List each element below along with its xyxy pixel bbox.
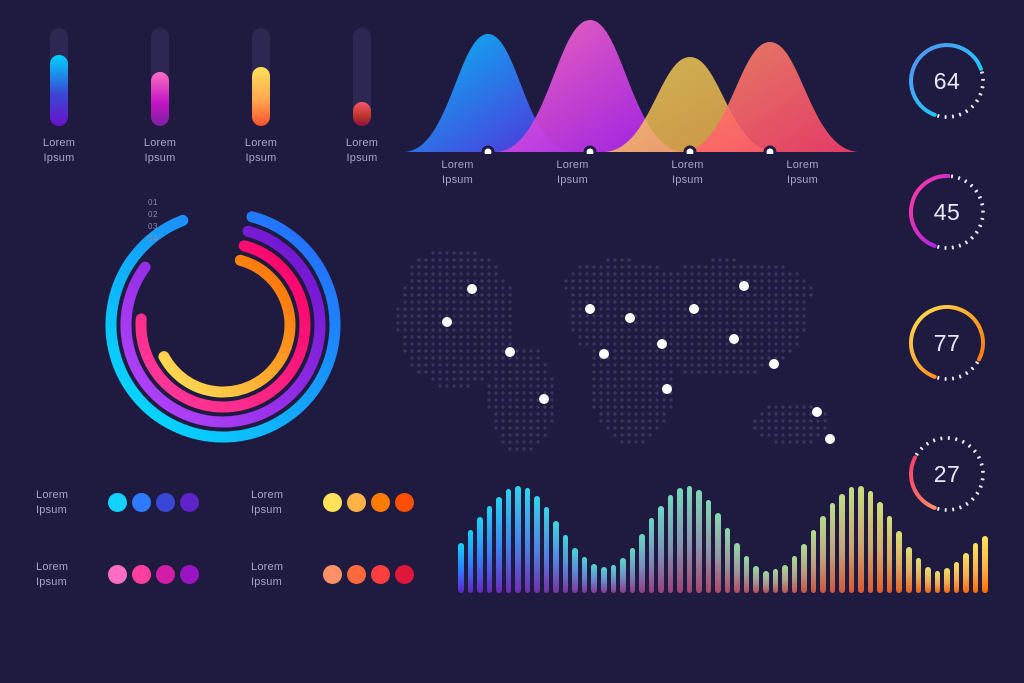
progress-track [353, 28, 371, 126]
legend-3: LoremIpsum [36, 560, 241, 590]
gauge-2: 45 [904, 169, 990, 255]
ring-idx-1: 01 [148, 198, 158, 207]
progress-label: LoremIpsum [346, 136, 378, 166]
progress-fill [50, 55, 68, 126]
vertical-progress-1: LoremIpsum [36, 28, 82, 166]
gauge-value: 45 [904, 169, 990, 255]
progress-label: LoremIpsum [144, 136, 176, 166]
vertical-progress-3: LoremIpsum [238, 28, 284, 166]
world-map [362, 224, 862, 474]
ring-idx-4: 04 [148, 234, 158, 243]
area-label-2: LoremIpsum [528, 158, 618, 188]
legend-label: LoremIpsum [36, 560, 88, 590]
area-chart-labels: LoremIpsum LoremIpsum LoremIpsum LoremIp… [400, 158, 860, 188]
legend-swatches [323, 565, 414, 584]
gauge-value: 77 [904, 300, 990, 386]
vertical-progress-4: LoremIpsum [339, 28, 385, 166]
legend-swatches [108, 493, 199, 512]
legend-4: LoremIpsum [251, 560, 456, 590]
legend-label: LoremIpsum [36, 488, 88, 518]
multi-ring-chart [98, 200, 348, 450]
area-label-4: LoremIpsum [758, 158, 848, 188]
legend-swatches [108, 565, 199, 584]
wave-bar-chart [458, 485, 988, 593]
progress-label: LoremIpsum [245, 136, 277, 166]
area-label-3: LoremIpsum [643, 158, 733, 188]
color-legends: LoremIpsum LoremIpsum LoremIpsum LoremIp… [36, 488, 456, 589]
progress-track [50, 28, 68, 126]
progress-track [252, 28, 270, 126]
legend-label: LoremIpsum [251, 488, 303, 518]
progress-fill [151, 72, 169, 126]
gauge-value: 64 [904, 38, 990, 124]
vertical-progress-group: LoremIpsum LoremIpsum LoremIpsum LoremIp… [36, 28, 385, 166]
progress-track [151, 28, 169, 126]
radial-gauges: 64 45 77 27 [904, 38, 990, 517]
legend-label: LoremIpsum [251, 560, 303, 590]
progress-fill [353, 102, 371, 127]
gauge-3: 77 [904, 300, 990, 386]
ring-legend: 01 02 03 04 [148, 198, 158, 243]
area-chart [400, 14, 860, 154]
progress-fill [252, 67, 270, 126]
legend-2: LoremIpsum [251, 488, 456, 518]
ring-idx-3: 03 [148, 222, 158, 231]
ring-idx-2: 02 [148, 210, 158, 219]
area-label-1: LoremIpsum [413, 158, 503, 188]
gauge-1: 64 [904, 38, 990, 124]
legend-1: LoremIpsum [36, 488, 241, 518]
progress-label: LoremIpsum [43, 136, 75, 166]
vertical-progress-2: LoremIpsum [137, 28, 183, 166]
legend-swatches [323, 493, 414, 512]
